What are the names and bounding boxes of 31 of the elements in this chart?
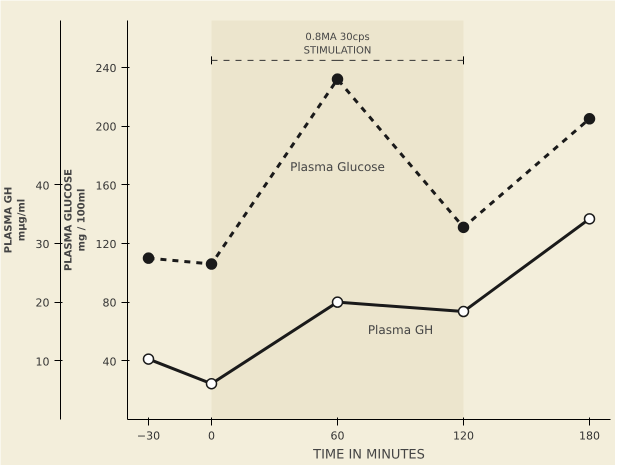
point [584, 113, 596, 125]
point [332, 73, 344, 85]
y2-axis-title: PLASMA GH mμg/ml [3, 186, 28, 254]
x-axis-title: TIME IN MINUTES [312, 448, 425, 462]
x-tick-label: 60 [330, 430, 344, 442]
x-tick-label: 120 [453, 430, 474, 442]
x-tick-label: 180 [579, 430, 600, 442]
y-tick-label: 200 [96, 120, 117, 134]
series-label: Plasma GH [368, 322, 434, 337]
point [458, 306, 470, 318]
y2-tick-label: 20 [36, 296, 50, 310]
y-tick-label: 160 [96, 179, 117, 192]
x-tick-label: 0 [208, 430, 215, 442]
point [458, 222, 470, 234]
y-axis-title: PLASMA GLUCOSE mg / 100ml [63, 168, 88, 272]
y-tick-label: 120 [96, 238, 117, 251]
y-tick-label: 40 [102, 355, 117, 368]
point [142, 252, 154, 264]
point [332, 296, 344, 308]
point [584, 213, 596, 225]
x-tick-label: −30 [136, 430, 160, 442]
y2-tick-label: 30 [36, 238, 50, 251]
y2-tick-label: 10 [36, 355, 50, 368]
y-tick-label: 80 [102, 296, 117, 310]
y-tick-label: 240 [96, 62, 117, 75]
band-label: 0.8MA 30cps STIMULATION [304, 32, 372, 56]
series-label: Plasma Glucose [290, 160, 385, 174]
point [206, 258, 218, 270]
y2-tick-label: 40 [36, 179, 50, 192]
point [142, 353, 154, 365]
point [206, 378, 218, 390]
